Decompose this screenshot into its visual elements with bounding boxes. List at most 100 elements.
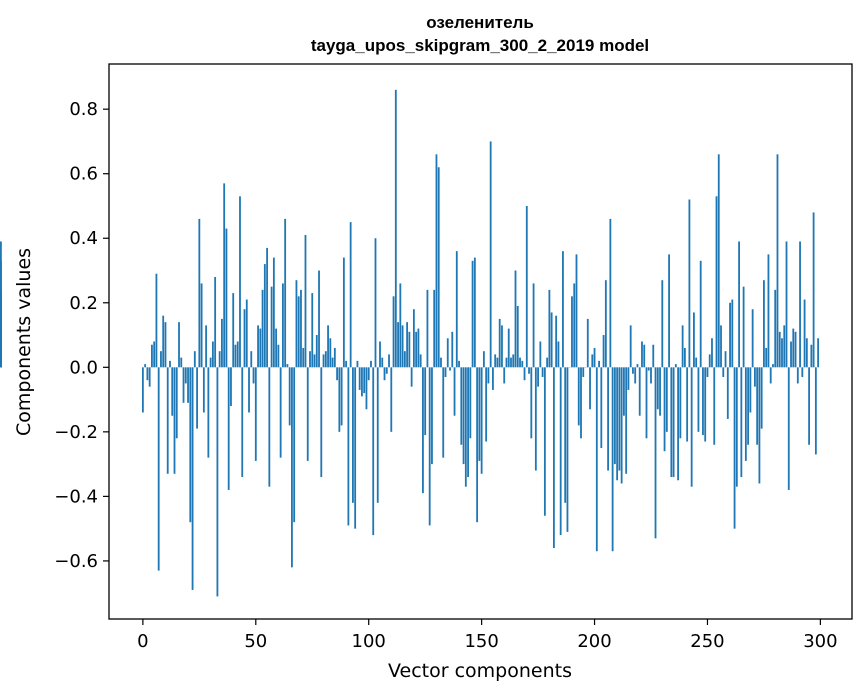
bar [792, 328, 795, 368]
bar [720, 325, 722, 368]
bar [702, 367, 704, 436]
bar [155, 273, 158, 368]
bar [758, 367, 761, 484]
bar [397, 322, 399, 368]
bar [781, 338, 783, 368]
bar [471, 260, 474, 368]
bar [552, 367, 555, 549]
bar [467, 367, 469, 478]
bar [184, 367, 187, 384]
bar [519, 357, 521, 368]
bar [636, 364, 639, 368]
bar [148, 367, 151, 387]
bar [460, 367, 463, 445]
bar [141, 367, 144, 413]
bar [663, 367, 666, 452]
bar [808, 367, 810, 445]
bar [817, 338, 820, 368]
bar [767, 254, 770, 368]
bar [175, 367, 178, 439]
bar [345, 360, 348, 368]
bar [670, 367, 673, 478]
bar [559, 367, 562, 536]
x-tick-label: 150 [464, 631, 498, 652]
bar [211, 341, 214, 368]
bar [679, 367, 682, 439]
bar [632, 367, 634, 374]
bar [496, 357, 499, 368]
bar [541, 367, 544, 377]
bar [309, 351, 311, 368]
bar [180, 357, 183, 368]
bar [480, 367, 483, 474]
bar [306, 367, 309, 461]
bar [744, 367, 747, 461]
bar [769, 367, 772, 384]
bar [234, 344, 237, 368]
bar [248, 367, 250, 413]
x-tick-label: 100 [352, 631, 386, 652]
bar [668, 254, 670, 368]
bar [523, 367, 526, 381]
bar [304, 235, 307, 368]
bar [604, 280, 607, 368]
bar [272, 257, 275, 368]
bar [241, 367, 244, 478]
bar [236, 341, 239, 368]
bar [245, 299, 248, 368]
bar [482, 351, 485, 368]
bar [756, 367, 759, 445]
bar [785, 241, 788, 368]
bar [751, 309, 754, 368]
bar [392, 296, 395, 368]
bar [356, 360, 359, 368]
bar [422, 367, 424, 494]
bar [333, 347, 336, 368]
bar [216, 367, 219, 597]
bar [401, 325, 404, 368]
bar [575, 254, 578, 368]
bar [693, 312, 695, 368]
bar [514, 270, 517, 368]
bar [169, 360, 171, 368]
bar [207, 367, 210, 458]
bar [711, 338, 713, 368]
bar [399, 283, 402, 368]
bar [783, 325, 786, 368]
bar [230, 367, 232, 407]
bar [162, 315, 165, 368]
bar [318, 270, 320, 368]
bar [803, 299, 806, 368]
bar [453, 367, 456, 416]
bar [178, 322, 180, 368]
bar [171, 367, 174, 416]
bar [790, 341, 792, 368]
bar [598, 360, 600, 368]
bar [530, 367, 533, 439]
bar [589, 367, 591, 410]
bar [516, 306, 519, 368]
bar [794, 331, 797, 368]
bar [390, 367, 393, 432]
bar [609, 218, 612, 368]
bar [144, 364, 147, 368]
y-tick-label: −0.2 [54, 422, 98, 443]
bar [778, 331, 781, 368]
bar [205, 325, 208, 368]
bar [435, 154, 438, 368]
bar [338, 367, 341, 432]
bar [681, 325, 684, 368]
bar [731, 299, 734, 368]
bar [641, 341, 643, 368]
bar [713, 367, 716, 445]
bar [580, 367, 582, 439]
bar [661, 280, 664, 368]
bar [774, 289, 777, 368]
bar [586, 318, 589, 368]
bar [198, 218, 201, 368]
bar [562, 251, 564, 368]
bar [492, 367, 494, 390]
bar [539, 341, 542, 368]
bar [281, 283, 284, 368]
bar [227, 367, 230, 490]
